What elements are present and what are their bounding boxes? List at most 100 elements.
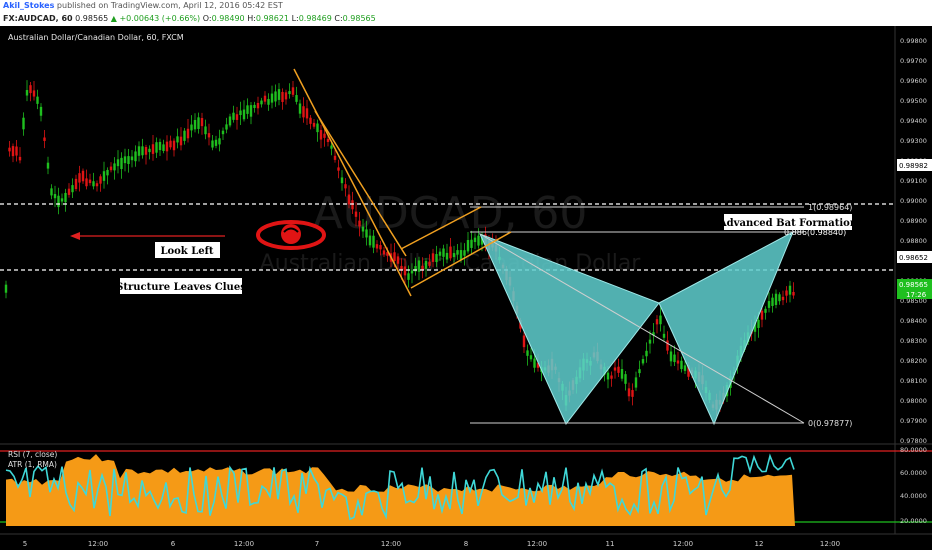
- candle-body: [393, 252, 396, 262]
- price-scale-label: 0.98500: [900, 297, 927, 305]
- price-scale-label: 0.98100: [900, 377, 927, 385]
- candle-body: [102, 171, 106, 181]
- time-axis-label: 12:00: [527, 540, 547, 548]
- candle-body: [260, 100, 263, 105]
- candle-body: [410, 270, 414, 274]
- look-left-arrow[interactable]: [70, 232, 225, 240]
- low-value: 0.98469: [298, 14, 332, 23]
- structure-box[interactable]: Structure Leaves Clues: [116, 278, 246, 294]
- arrow-head: [70, 232, 80, 240]
- candle-body: [624, 374, 627, 384]
- candle-body: [99, 176, 102, 184]
- bat-triangle-right: [658, 230, 794, 426]
- candle-body: [74, 178, 78, 190]
- candle-body: [232, 112, 235, 120]
- time-axis-label: 12:00: [673, 540, 693, 548]
- chart-title: Australian Dollar/Canadian Dollar, 60, F…: [8, 33, 184, 42]
- look-left-box[interactable]: Look Left: [155, 242, 220, 258]
- fib-label-0: 0(0.97877): [808, 419, 852, 428]
- price-scale-label: 0.98800: [900, 237, 927, 245]
- candle-body: [456, 250, 459, 255]
- chart-area[interactable]: AUDCAD, 60 Australian Dollar / Canadian …: [0, 26, 932, 550]
- candle-body: [221, 130, 225, 135]
- price-scale-label: 0.99600: [900, 77, 927, 85]
- candle-body: [438, 251, 442, 256]
- candle-body: [249, 105, 253, 117]
- symbol-label: FX:AUDCAD, 60: [3, 14, 73, 23]
- candle-body: [81, 170, 85, 182]
- candle-body: [403, 266, 407, 276]
- structure-label: Structure Leaves Clues: [116, 282, 246, 293]
- candle-body: [39, 106, 43, 116]
- indicator-pane[interactable]: RSI (7, close) ATR (1, RMA) 80.0000 60.00…: [0, 446, 932, 526]
- time-axis[interactable]: 5 12:00 6 12:00 7 12:00 8 12:00 11 12:00 12 12:00: [23, 540, 840, 548]
- close-value: 0.98565: [342, 14, 376, 23]
- price-scale-label: 0.98400: [900, 317, 927, 325]
- time-axis-label: 7: [315, 540, 319, 548]
- price-scale[interactable]: 0.99800 0.99700 0.99600 0.99500 0.99400 0.993…: [900, 37, 927, 445]
- candle-body: [351, 200, 354, 210]
- candle-body: [435, 254, 438, 263]
- bat-triangle-left: [479, 233, 660, 425]
- candle-body: [267, 98, 270, 105]
- candle-body: [431, 253, 435, 262]
- candle-body: [29, 85, 32, 94]
- chart-svg[interactable]: AUDCAD, 60 Australian Dollar / Canadian …: [0, 26, 932, 550]
- candle-body: [337, 167, 340, 171]
- rsi-label: RSI (7, close): [8, 450, 57, 459]
- candle-body: [71, 185, 74, 193]
- candle-body: [620, 369, 624, 379]
- candle-body: [50, 188, 53, 196]
- bat-pattern[interactable]: 1(0.98964) 0.886(0.98840) 0(0.97877): [470, 203, 852, 428]
- last-price: 0.98565: [75, 14, 109, 23]
- atr-label: ATR (1, RMA): [8, 460, 57, 469]
- candle-body: [428, 261, 431, 266]
- channel-drawing[interactable]: [293, 68, 512, 297]
- candle-body: [354, 211, 358, 217]
- candle-body: [312, 122, 316, 127]
- candle-body: [270, 93, 274, 103]
- look-left-bg: [155, 242, 220, 258]
- channel-line-1: [293, 68, 412, 297]
- candle-body: [214, 139, 218, 146]
- author-link[interactable]: Akil_Stokes: [3, 1, 55, 10]
- price-scale-label: 0.99000: [900, 197, 927, 205]
- open-value: 0.98490: [211, 14, 245, 23]
- candle-body: [529, 355, 533, 360]
- time-axis-label: 12: [755, 540, 764, 548]
- price-scale-label: 0.99300: [900, 137, 927, 145]
- candle-body: [284, 92, 288, 100]
- candle-body: [176, 136, 179, 143]
- candle-body: [662, 333, 666, 338]
- candle-body: [645, 350, 648, 357]
- candle-body: [358, 220, 361, 227]
- candle-body: [263, 95, 267, 102]
- candle-body: [298, 103, 302, 114]
- candle-body: [330, 145, 333, 149]
- candle-body: [183, 130, 186, 141]
- candle-body: [613, 367, 617, 371]
- candle-body: [655, 319, 659, 325]
- candle-body: [186, 128, 190, 139]
- candle-body: [449, 246, 452, 259]
- candle-body: [344, 184, 347, 189]
- price-scale-label: 0.99500: [900, 97, 927, 105]
- candle-body: [197, 117, 200, 129]
- candle-body: [445, 252, 449, 260]
- candle-body: [463, 250, 466, 256]
- candle-body: [274, 91, 277, 102]
- advanced-bat-label: Advanced Bat Formation: [718, 218, 858, 229]
- candle-body: [148, 148, 151, 153]
- candle-body: [414, 266, 417, 272]
- svg-text:0.98652: 0.98652: [899, 254, 928, 262]
- candle-body: [659, 315, 662, 325]
- price-mark-lower: 0.98652: [897, 251, 932, 263]
- candle-body: [480, 237, 484, 245]
- close-label: C:: [334, 14, 343, 23]
- candle-body: [18, 156, 22, 161]
- candle-body: [452, 253, 456, 258]
- advanced-bat-box[interactable]: Advanced Bat Formation: [718, 214, 858, 230]
- candle-body: [158, 141, 162, 151]
- candle-body: [277, 89, 281, 100]
- candle-body: [253, 104, 256, 109]
